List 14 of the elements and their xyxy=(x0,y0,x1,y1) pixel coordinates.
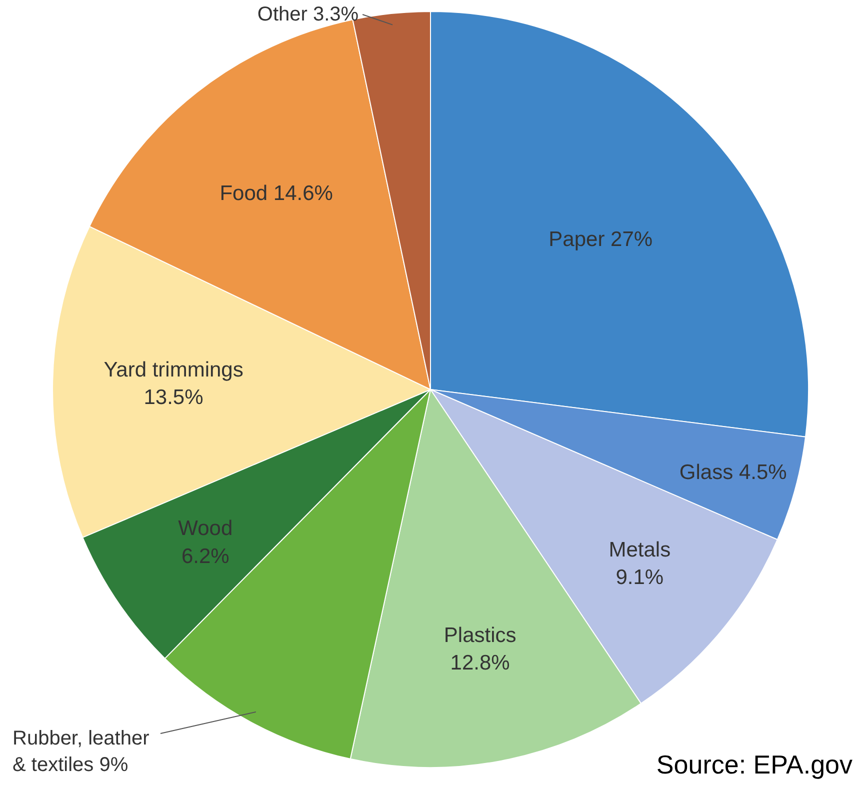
slice-label: Glass 4.5% xyxy=(679,460,787,484)
slice-label: Plastics xyxy=(444,624,516,648)
data-label: 13.5% xyxy=(144,386,204,410)
data-label: 6.2% xyxy=(181,544,230,568)
slice-label: Wood xyxy=(178,517,233,540)
slice-label: Metals xyxy=(608,538,671,562)
slice-label: Other 3.3% xyxy=(257,4,359,26)
slice-label: Rubber, leather & textiles 9% xyxy=(12,728,150,776)
slice-label: Food 14.6% xyxy=(220,182,333,205)
data-label: 12.8% xyxy=(450,652,510,675)
slice-label: Yard trimmings xyxy=(104,358,244,382)
source-note: Source: EPA.gov xyxy=(656,750,853,780)
slice-label: Paper 27% xyxy=(548,228,653,252)
data-label: 9.1% xyxy=(616,566,664,589)
